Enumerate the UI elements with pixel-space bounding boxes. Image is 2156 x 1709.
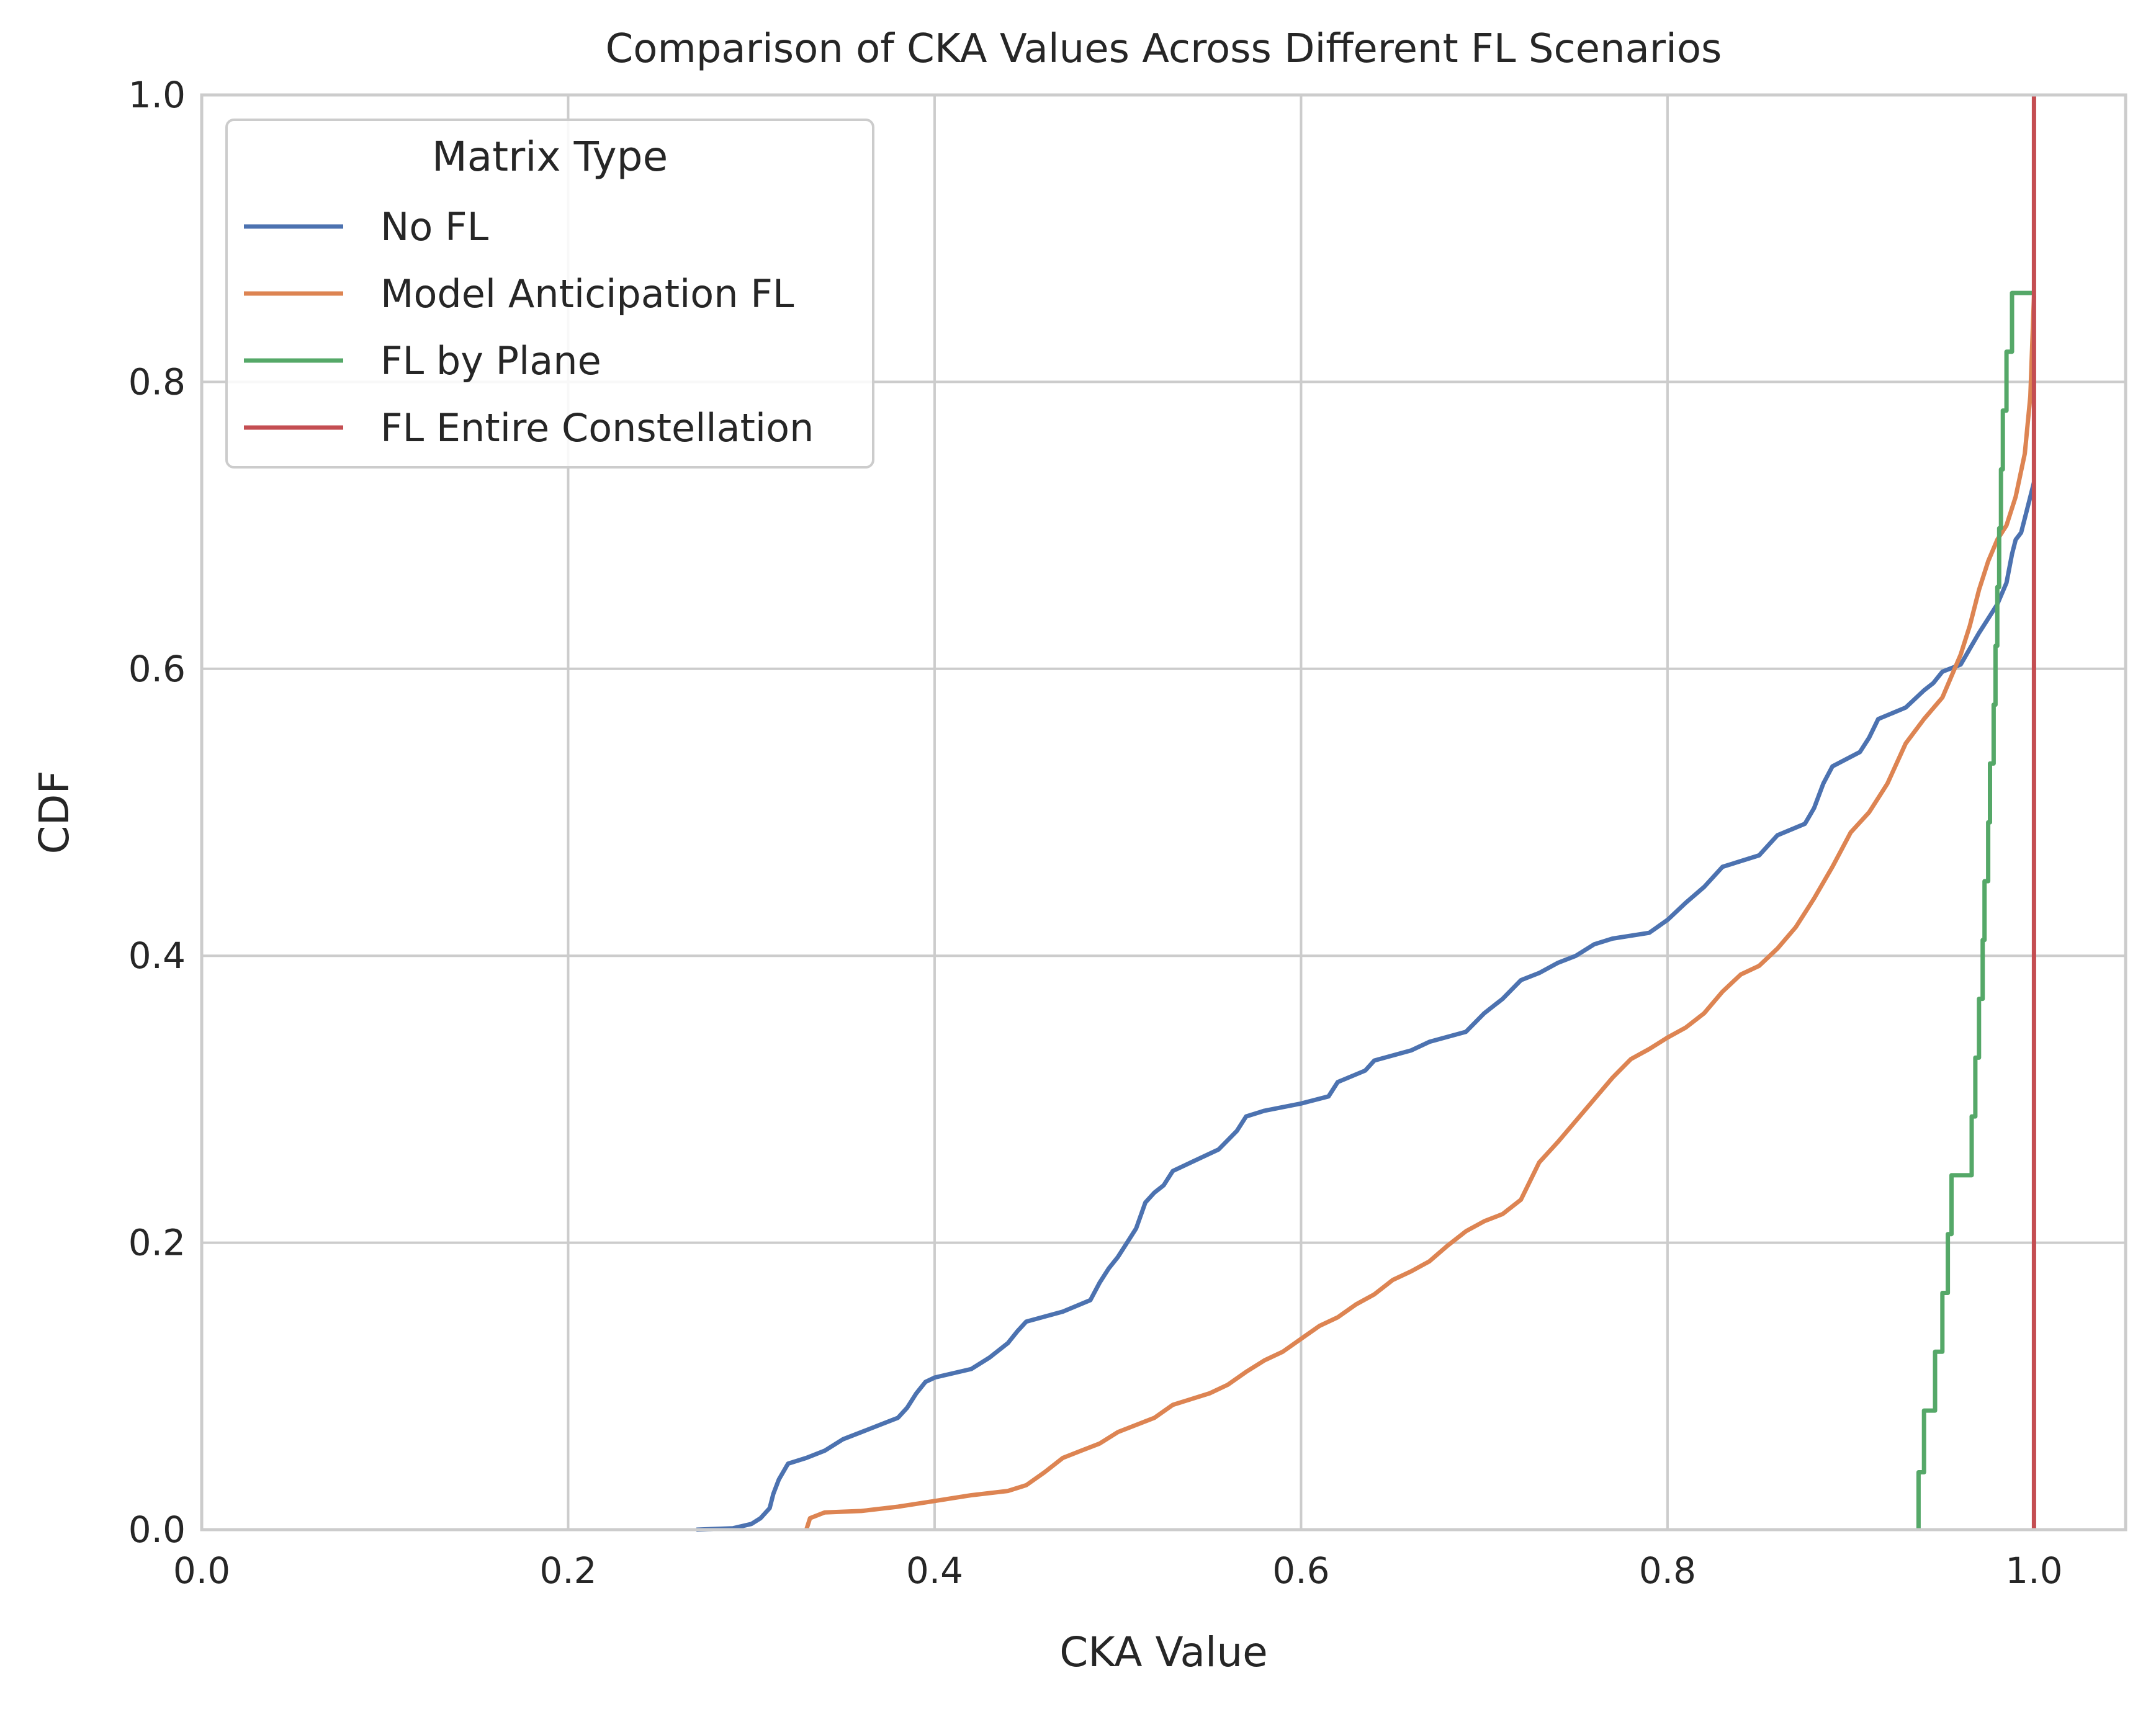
legend-label: Model Anticipation FL (380, 271, 794, 316)
legend-entry: No FL (244, 204, 489, 249)
series-line-no-fl (696, 482, 2036, 1532)
x-tick-label: 0.2 (539, 1550, 596, 1592)
chart-title: Comparison of CKA Values Across Differen… (606, 26, 1722, 72)
legend-label: FL Entire Constellation (380, 405, 814, 451)
x-tick-label: 0.6 (1272, 1550, 1329, 1592)
y-tick-label: 0.2 (128, 1222, 186, 1264)
x-tick-label: 0.8 (1639, 1550, 1696, 1592)
legend-entry: Model Anticipation FL (244, 271, 794, 316)
legend-label: FL by Plane (380, 338, 601, 384)
plot-frame (200, 93, 2127, 1532)
series-lines (696, 95, 2036, 1532)
legend-entries: No FL Model Anticipation FL FL by Plane FL … (244, 204, 814, 451)
y-tick-label: 0.4 (128, 935, 186, 977)
legend-entry: FL by Plane (244, 338, 601, 384)
legend: Matrix Type No FL Model Anticipation FL FL… (225, 119, 874, 469)
x-tick-label: 0.0 (173, 1550, 230, 1592)
y-axis-label: CDF (30, 771, 78, 854)
series-line-model-anticipation-fl (804, 295, 2036, 1531)
series-line-fl-by-plane (1916, 290, 2034, 1530)
y-tick-label: 0.0 (128, 1509, 186, 1551)
legend-label: No FL (380, 204, 489, 249)
x-axis-label: CKA Value (1059, 1628, 1268, 1676)
legend-entry: FL Entire Constellation (244, 405, 814, 451)
legend-box (225, 119, 874, 469)
y-tick-label: 0.6 (128, 648, 186, 690)
y-tick-label: 1.0 (128, 74, 186, 116)
grid (200, 94, 2126, 1531)
x-tick-label: 0.4 (906, 1550, 963, 1592)
legend-title: Matrix Type (432, 133, 668, 181)
tick-labels: 0.0 0.2 0.4 0.6 0.8 1.0 0.0 0.2 0.4 0.6 0.8 1.0 (128, 74, 2063, 1592)
y-tick-label: 0.8 (128, 361, 186, 403)
x-tick-label: 1.0 (2005, 1550, 2062, 1592)
